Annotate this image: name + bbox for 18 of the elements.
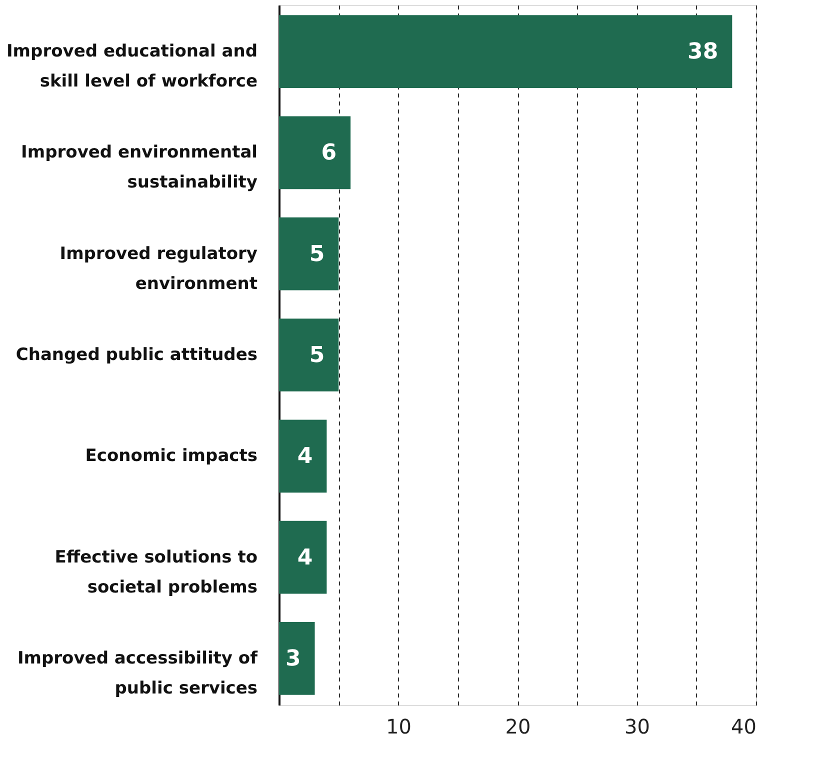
y-tick-label: Changed public attitudes bbox=[16, 345, 258, 365]
data-label: 3 bbox=[285, 646, 301, 672]
x-tick-label: 10 bbox=[386, 714, 412, 738]
y-tick-label: Improved educational and skill level of workforce bbox=[6, 42, 258, 92]
y-tick-label: Improved environmental sustainability bbox=[21, 142, 258, 193]
data-label: 4 bbox=[297, 444, 313, 470]
data-label: 5 bbox=[309, 242, 325, 267]
x-tick-label: 20 bbox=[505, 714, 531, 738]
x-tick-label: 40 bbox=[731, 714, 756, 738]
data-label: 5 bbox=[309, 343, 325, 368]
y-tick-label: Improved accessibility of public services bbox=[17, 648, 258, 698]
data-label: 38 bbox=[688, 40, 718, 65]
x-tick-label: 30 bbox=[624, 714, 650, 738]
y-tick-label: Economic impacts bbox=[85, 446, 258, 466]
data-label: 6 bbox=[321, 140, 337, 166]
data-label: 4 bbox=[297, 545, 313, 570]
y-tick-label: Improved regulatory environment bbox=[60, 244, 258, 294]
y-tick-label: Effective solutions to societal problems bbox=[54, 547, 258, 598]
